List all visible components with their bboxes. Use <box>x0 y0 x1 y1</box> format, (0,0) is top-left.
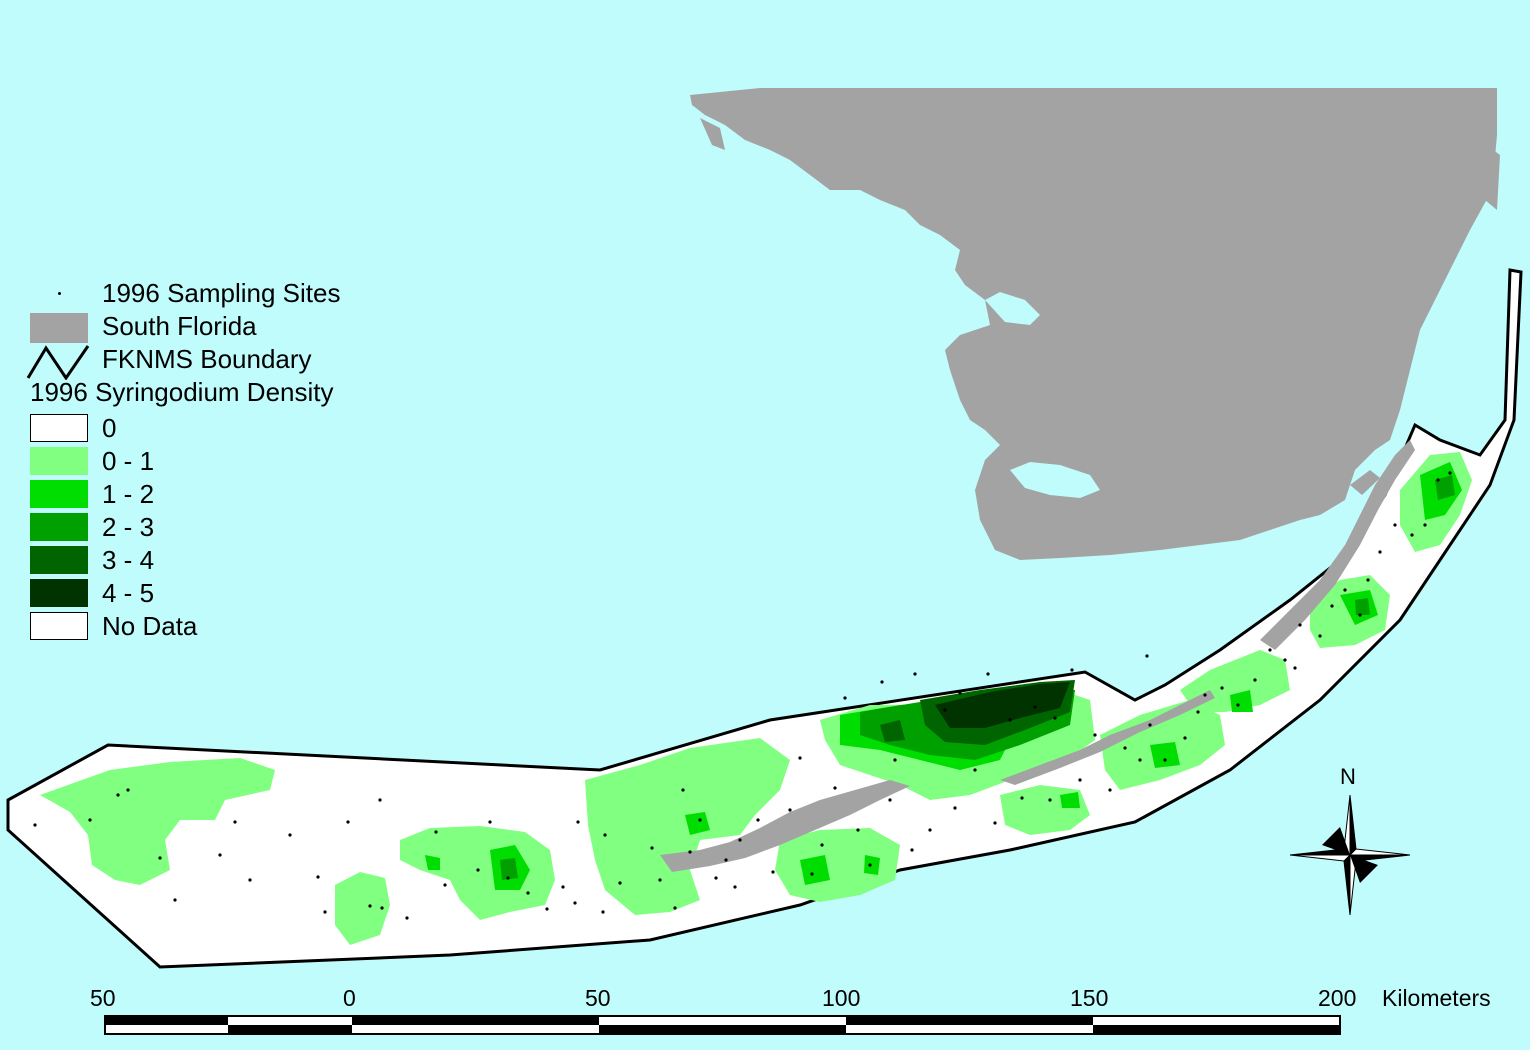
density-swatch <box>30 513 88 541</box>
scale-tick-label: 200 <box>1318 985 1357 1011</box>
legend-class-label: 3 - 4 <box>102 545 155 575</box>
scale-bar <box>104 1015 1341 1035</box>
legend-class-label: 2 - 3 <box>102 512 155 542</box>
compass-rose-icon <box>1289 794 1411 916</box>
sampling-sites <box>33 471 1452 920</box>
site-dot-icon <box>58 292 61 295</box>
density-swatch <box>30 480 88 508</box>
density-swatch <box>30 579 88 607</box>
south-florida-landmass <box>690 88 1497 560</box>
legend-sites-label: 1996 Sampling Sites <box>102 278 341 308</box>
south-florida-islet <box>700 118 725 150</box>
scale-tick-label: 150 <box>1070 985 1109 1011</box>
boundary-line-icon <box>26 345 90 380</box>
density-swatch <box>30 414 88 442</box>
density-4-5-layer <box>935 682 1070 728</box>
scale-tick-label: 0 <box>343 985 356 1011</box>
legend-boundary-label: FKNMS Boundary <box>102 344 312 374</box>
density-swatch <box>30 612 88 640</box>
scale-tick-label: 50 <box>90 985 116 1011</box>
density-swatch <box>30 447 88 475</box>
south-florida-inlet <box>1010 462 1100 498</box>
density-swatch <box>30 546 88 574</box>
legend-class-label: No Data <box>102 611 198 641</box>
scale-tick-label: 50 <box>585 985 611 1011</box>
legend-class-label: 4 - 5 <box>102 578 155 608</box>
legend-class-label: 0 - 1 <box>102 446 155 476</box>
legend-land-label: South Florida <box>102 311 257 341</box>
legend-class-label: 1 - 2 <box>102 479 155 509</box>
south-florida-islet <box>1480 140 1500 210</box>
legend-class-label: 0 <box>102 413 117 443</box>
florida-keys-islands <box>660 440 1415 872</box>
scale-tick-label: 100 <box>822 985 861 1011</box>
scale-unit-label: Kilometers <box>1382 985 1491 1011</box>
fknms-boundary-ribbon <box>1479 269 1511 456</box>
land-swatch <box>30 313 88 343</box>
south-florida-inlet <box>985 292 1040 325</box>
legend-density-title-label: 1996 Syringodium Density <box>30 377 334 407</box>
north-label: N <box>1340 764 1356 789</box>
